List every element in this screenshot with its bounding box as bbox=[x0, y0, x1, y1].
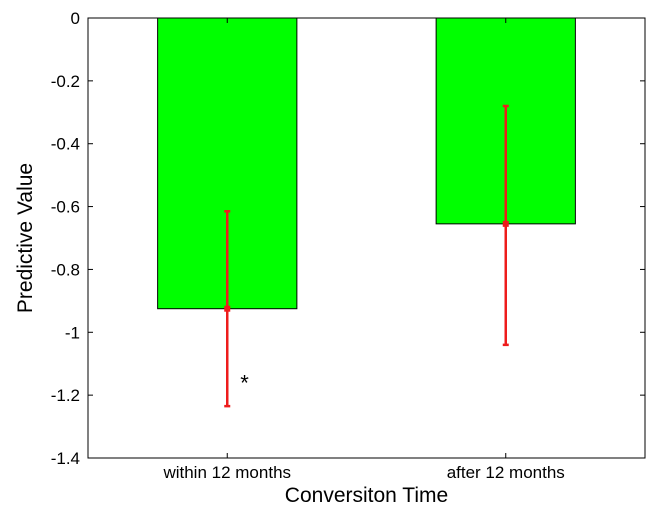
mean-marker-1 bbox=[502, 220, 509, 227]
y-axis-ticks: 0 -0.2 -0.4 -0.6 -0.8 -1 -1.2 -1.4 bbox=[51, 9, 645, 468]
y-tick-label: -1 bbox=[65, 323, 80, 342]
y-tick-label: -0.4 bbox=[51, 135, 80, 154]
y-axis-title: Predictive Value bbox=[14, 163, 37, 313]
y-tick-label: -0.6 bbox=[51, 198, 80, 217]
annotations-group: * bbox=[240, 370, 249, 395]
error-bars-group bbox=[224, 104, 509, 408]
y-tick-label: -0.8 bbox=[51, 260, 80, 279]
x-tick-label: after 12 months bbox=[447, 463, 565, 482]
significance-asterisk: * bbox=[240, 370, 249, 395]
x-tick-label: within 12 months bbox=[162, 463, 291, 482]
x-axis-title: Conversiton Time bbox=[285, 484, 448, 507]
x-axis-ticks: within 12 months after 12 months bbox=[162, 18, 565, 482]
y-tick-label: 0 bbox=[71, 9, 80, 28]
plot-frame bbox=[87, 17, 646, 459]
y-tick-label: -1.4 bbox=[51, 449, 80, 468]
bars-group bbox=[157, 17, 576, 310]
y-tick-label: -1.2 bbox=[51, 386, 80, 405]
y-tick-label: -0.2 bbox=[51, 72, 80, 91]
mean-marker-0 bbox=[224, 305, 231, 312]
